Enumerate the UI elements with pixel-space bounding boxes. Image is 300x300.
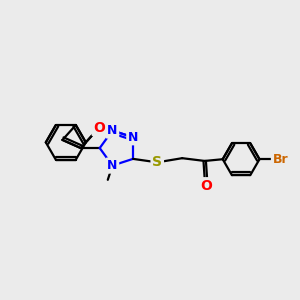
Text: Br: Br (272, 153, 288, 166)
Text: N: N (107, 124, 118, 137)
Text: O: O (200, 179, 212, 193)
Text: N: N (107, 159, 118, 172)
Text: O: O (93, 121, 105, 134)
Text: N: N (128, 131, 138, 144)
Text: S: S (152, 155, 162, 169)
